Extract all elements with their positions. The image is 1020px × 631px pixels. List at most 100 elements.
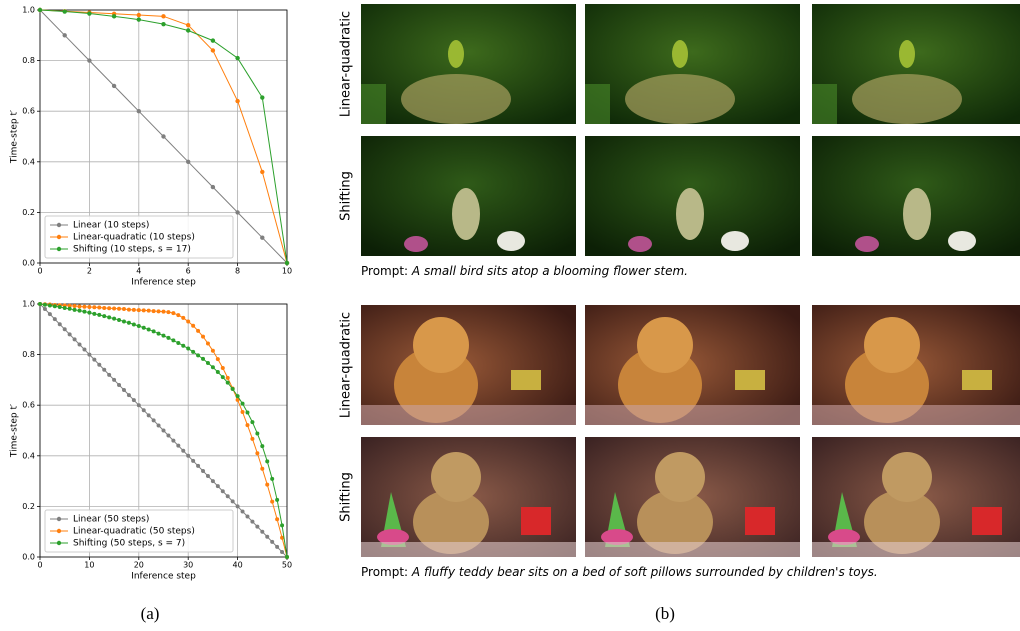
- data-point: [186, 346, 191, 351]
- data-point: [230, 499, 235, 504]
- data-point: [87, 58, 92, 63]
- y-tick-label: 1.0: [22, 300, 35, 309]
- data-point: [161, 21, 166, 27]
- data-point: [181, 343, 186, 348]
- data-point: [270, 539, 275, 544]
- data-point: [117, 306, 122, 311]
- legend-label: Linear (10 steps): [73, 221, 149, 231]
- data-point: [141, 325, 146, 330]
- data-point: [260, 529, 265, 534]
- data-point: [102, 306, 107, 311]
- data-point: [275, 517, 280, 522]
- data-point: [201, 468, 206, 473]
- data-point: [210, 348, 215, 353]
- y-tick-label: 0.4: [22, 451, 35, 460]
- data-point: [42, 307, 47, 312]
- data-point: [82, 309, 87, 314]
- legend-swatch: [56, 246, 62, 252]
- data-point: [107, 306, 112, 311]
- data-point: [186, 28, 191, 33]
- data-point: [67, 303, 72, 308]
- data-point: [57, 305, 62, 310]
- data-point: [126, 393, 131, 398]
- image: [585, 4, 800, 124]
- data-point: [166, 335, 171, 340]
- image: [812, 4, 1020, 124]
- x-tick-label: 20: [134, 561, 144, 570]
- x-tick-label: 2: [87, 267, 92, 276]
- data-point: [136, 308, 141, 313]
- data-point: [255, 451, 260, 456]
- data-point: [210, 48, 216, 53]
- data-point: [245, 410, 250, 415]
- data-point: [141, 308, 146, 313]
- data-point: [126, 320, 131, 325]
- legend-swatch: [56, 516, 62, 522]
- image: [361, 305, 576, 425]
- data-point: [166, 310, 171, 315]
- data-point: [265, 459, 270, 464]
- data-point: [230, 387, 235, 392]
- data-point: [141, 408, 146, 413]
- data-point: [77, 308, 82, 313]
- image: [361, 437, 576, 557]
- data-point: [284, 260, 290, 266]
- data-point: [156, 309, 161, 314]
- data-point: [181, 448, 186, 453]
- data-point: [245, 514, 250, 519]
- y-tick-label: 0.4: [22, 157, 35, 166]
- data-point: [205, 360, 210, 365]
- data-point: [235, 394, 240, 399]
- data-point: [220, 366, 225, 371]
- image: [361, 4, 576, 124]
- legend-swatch: [56, 234, 62, 240]
- y-tick-label: 0.6: [22, 107, 35, 116]
- axes-frame: [39, 9, 288, 264]
- data-point: [235, 397, 240, 402]
- legend-box: [44, 509, 234, 553]
- prompt: Prompt: A fluffy teddy bear sits on a be…: [361, 565, 878, 579]
- data-point: [275, 544, 280, 549]
- data-point: [205, 474, 210, 479]
- data-point: [255, 524, 260, 529]
- chart: 0 2 4 6 8 10 0.0 0.2 0.4 0.6 0.8 1.0 Inference step T…: [10, 6, 293, 288]
- data-point: [186, 159, 191, 164]
- data-point: [67, 332, 72, 337]
- data-point: [171, 311, 176, 316]
- data-point: [210, 38, 216, 43]
- image: [812, 437, 1020, 557]
- data-point: [285, 555, 289, 559]
- data-point: [47, 312, 52, 317]
- prompt-text: A small bird sits atop a blooming flower…: [411, 264, 688, 278]
- row-label: Shifting: [339, 472, 354, 522]
- data-point: [52, 317, 57, 322]
- prompt-label: Prompt:: [361, 565, 408, 579]
- data-point: [210, 479, 215, 484]
- data-point: [235, 210, 240, 215]
- data-point: [42, 302, 47, 307]
- data-point: [191, 349, 196, 354]
- data-point: [270, 499, 275, 504]
- data-point: [82, 347, 87, 352]
- data-point: [156, 423, 161, 428]
- legend-label: Shifting (10 steps, s = 17): [73, 245, 191, 255]
- data-point: [161, 309, 166, 314]
- data-point: [97, 312, 102, 317]
- y-axis-label: Time-step t′: [10, 404, 20, 458]
- data-point: [121, 388, 126, 393]
- data-point: [205, 341, 210, 346]
- data-point: [146, 308, 151, 313]
- data-point: [151, 309, 156, 314]
- legend-label: Linear-quadratic (50 steps): [73, 527, 195, 537]
- data-point: [136, 17, 141, 22]
- legend-box: [44, 215, 234, 259]
- data-point: [191, 323, 196, 328]
- data-point: [196, 463, 201, 468]
- data-point: [62, 33, 67, 38]
- data-point: [112, 377, 117, 382]
- axes-frame: [39, 303, 288, 558]
- data-point: [97, 362, 102, 367]
- data-point: [107, 372, 112, 377]
- y-tick-label: 0.0: [22, 553, 35, 562]
- data-point: [181, 315, 186, 320]
